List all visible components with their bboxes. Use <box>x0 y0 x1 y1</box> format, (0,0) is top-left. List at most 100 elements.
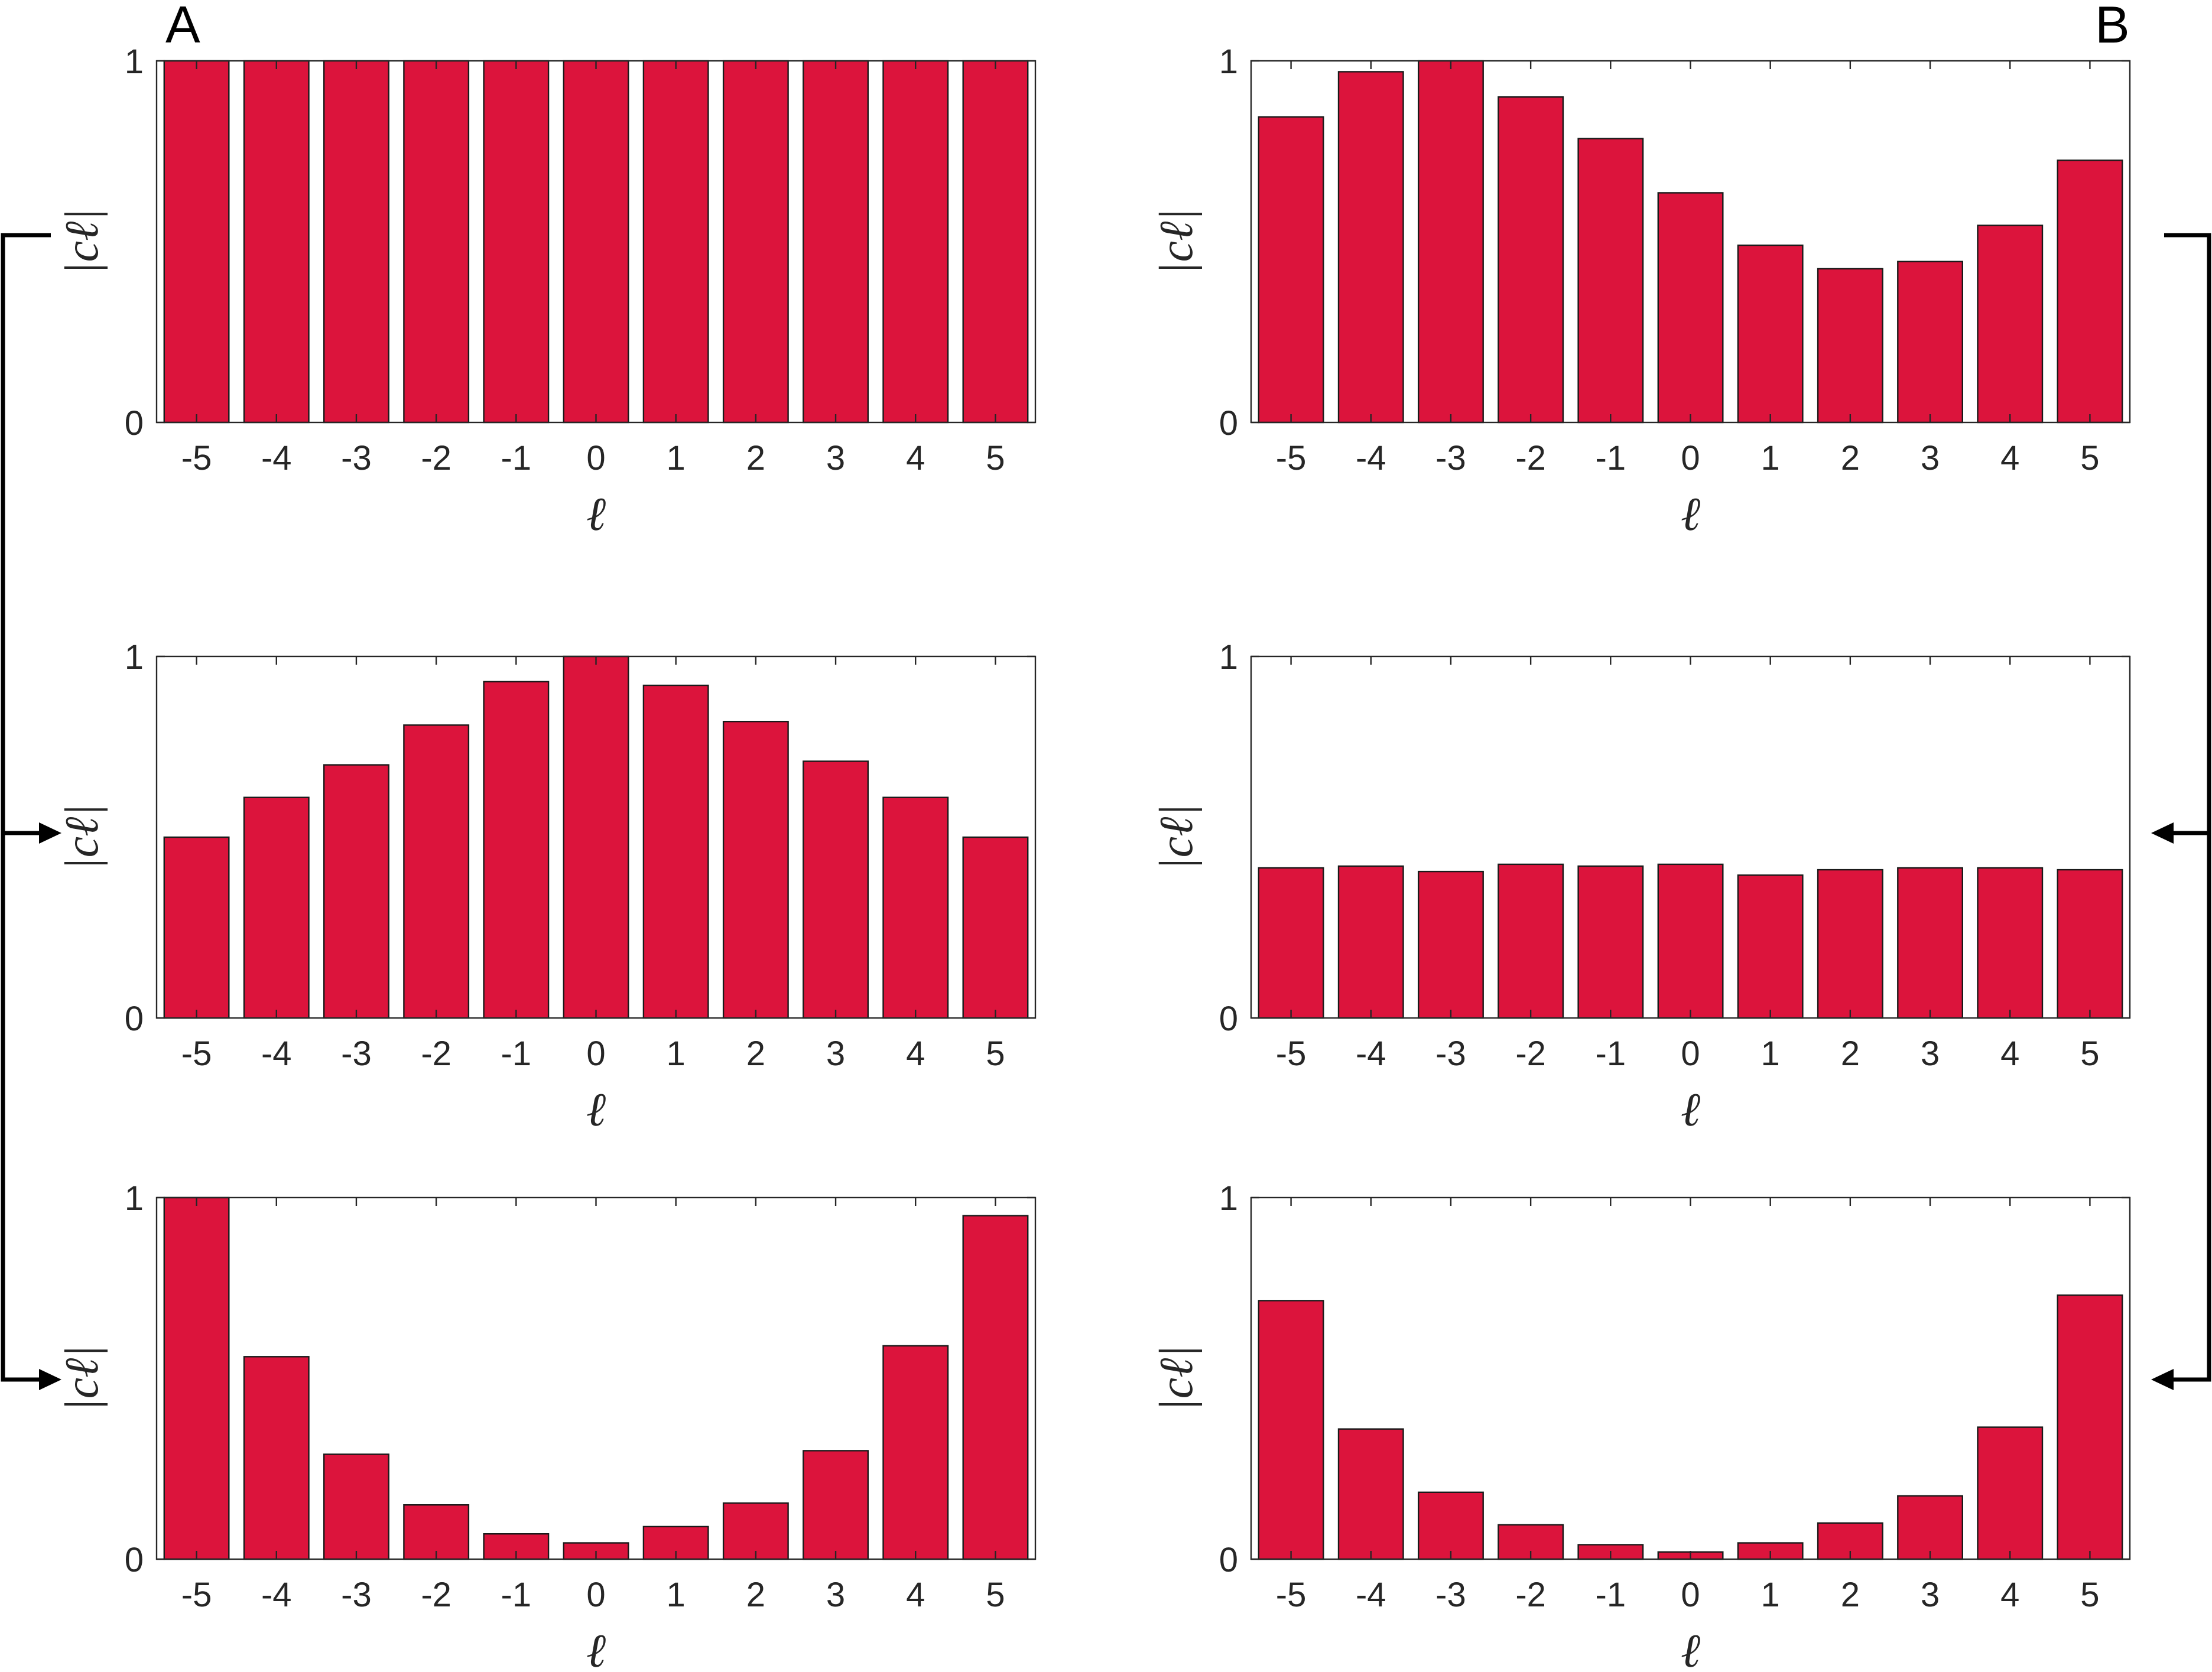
bar <box>1337 71 1404 424</box>
x-tick-label: -2 <box>1515 1576 1546 1614</box>
bar <box>642 684 709 1019</box>
x-tick-label: -4 <box>1356 439 1386 477</box>
x-tick-label: 2 <box>1841 1576 1860 1614</box>
x-tick-label: 3 <box>1921 439 1940 477</box>
x-tick-label: -5 <box>181 1576 212 1614</box>
x-tick-label: 2 <box>746 1035 765 1073</box>
bar <box>323 1453 389 1560</box>
x-tick-label: 1 <box>667 1576 686 1614</box>
x-tick-label: 3 <box>1921 1035 1940 1073</box>
chart-a-1: -5 -4 -3 -2 -1 0 1 2 3 4 5 0 1 ℓ |cℓ| <box>56 43 1037 541</box>
x-tick-label: -4 <box>1356 1576 1386 1614</box>
left-bracket-arrows <box>1 233 61 1390</box>
bar <box>882 1345 949 1560</box>
x-tick-label: -3 <box>341 1576 372 1614</box>
y-tick-label: 1 <box>1219 638 1238 676</box>
x-tick-label: -3 <box>1435 1576 1466 1614</box>
x-tick-label: -3 <box>1435 1035 1466 1073</box>
y-tick-label: 0 <box>1219 1541 1238 1579</box>
bar <box>1977 867 2044 1019</box>
bar <box>323 764 389 1019</box>
x-tick-label: -3 <box>341 1035 372 1073</box>
y-tick-label: 1 <box>1219 1179 1238 1218</box>
bar <box>2057 1294 2123 1560</box>
bar <box>1337 865 1404 1019</box>
x-axis-label: ℓ <box>586 1084 606 1136</box>
x-tick-label: -1 <box>1596 1035 1626 1073</box>
bar <box>1417 1491 1484 1560</box>
bar <box>1817 268 1883 424</box>
x-tick-label: -3 <box>1435 439 1466 477</box>
y-tick-label: 0 <box>125 1000 144 1038</box>
bar <box>563 655 629 1019</box>
x-tick-label: -1 <box>501 1035 532 1073</box>
bar <box>483 681 550 1019</box>
bar <box>1817 868 1883 1019</box>
bar <box>483 60 550 424</box>
y-tick-label: 1 <box>1219 43 1238 81</box>
bar <box>882 60 949 424</box>
bar <box>1737 244 1804 424</box>
y-axis-label: |cℓ| <box>1151 1345 1203 1412</box>
bar <box>163 1196 230 1560</box>
bar <box>1977 225 2044 424</box>
x-tick-label: 1 <box>1761 1576 1780 1614</box>
right-bracket-arrows <box>2151 233 2211 1390</box>
y-axis-label: |cℓ| <box>56 804 108 871</box>
bar <box>1258 1300 1324 1560</box>
bar <box>722 720 789 1019</box>
x-tick-label: -2 <box>1515 1035 1546 1073</box>
y-axis-label: |cℓ| <box>56 209 108 275</box>
x-tick-label: 0 <box>1681 439 1700 477</box>
bar <box>962 1215 1029 1560</box>
x-tick-label: 5 <box>986 1035 1005 1073</box>
bar <box>962 836 1029 1019</box>
x-tick-label: 4 <box>2000 1576 2019 1614</box>
bar <box>1417 870 1484 1019</box>
bar <box>403 1504 470 1560</box>
x-tick-label: 3 <box>826 439 845 477</box>
x-tick-label: 5 <box>986 439 1005 477</box>
x-tick-label: -4 <box>1356 1035 1386 1073</box>
x-tick-label: 4 <box>906 439 925 477</box>
bar <box>1417 60 1484 424</box>
bar <box>1498 96 1564 424</box>
x-tick-label: -4 <box>261 439 292 477</box>
bar <box>882 796 949 1019</box>
bar <box>1258 867 1324 1019</box>
y-axis-label: |cℓ| <box>56 1345 108 1412</box>
chart-b-1: -5 -4 -3 -2 -1 0 1 2 3 4 5 0 1 ℓ |cℓ| <box>1151 43 2131 541</box>
y-tick-label: 1 <box>125 638 144 676</box>
x-tick-label: -1 <box>1596 439 1626 477</box>
bar <box>323 60 389 424</box>
bar <box>962 60 1029 424</box>
chart-a-2: -5 -4 -3 -2 -1 0 1 2 3 4 5 0 1 ℓ |cℓ| <box>56 638 1037 1136</box>
bar <box>803 1450 869 1560</box>
bar <box>2057 160 2123 424</box>
x-tick-label: -5 <box>1276 1035 1307 1073</box>
x-axis-label: ℓ <box>1681 489 1700 541</box>
x-tick-label: 1 <box>1761 1035 1780 1073</box>
x-tick-label: 2 <box>746 439 765 477</box>
x-tick-label: 2 <box>746 1576 765 1614</box>
x-axis-label: ℓ <box>586 489 606 541</box>
x-tick-label: 5 <box>986 1576 1005 1614</box>
bar <box>1258 116 1324 424</box>
chart-b-2: -5 -4 -3 -2 -1 0 1 2 3 4 5 0 1 ℓ |cℓ| <box>1151 638 2131 1136</box>
x-tick-label: -2 <box>421 1035 452 1073</box>
x-tick-label: 0 <box>1681 1576 1700 1614</box>
panel-label-b: B <box>2095 0 2130 54</box>
x-tick-label: 1 <box>667 439 686 477</box>
x-tick-label: 0 <box>1681 1035 1700 1073</box>
x-tick-label: 3 <box>826 1576 845 1614</box>
x-tick-label: -1 <box>501 1576 532 1614</box>
y-tick-label: 1 <box>125 1179 144 1218</box>
chart-b-3: -5 -4 -3 -2 -1 0 1 2 3 4 5 0 1 ℓ |cℓ| <box>1151 1179 2131 1672</box>
x-tick-label: 2 <box>1841 439 1860 477</box>
x-tick-label: 1 <box>667 1035 686 1073</box>
x-tick-label: 4 <box>906 1576 925 1614</box>
x-tick-label: -2 <box>421 439 452 477</box>
bar <box>1498 863 1564 1019</box>
bar <box>803 60 869 424</box>
